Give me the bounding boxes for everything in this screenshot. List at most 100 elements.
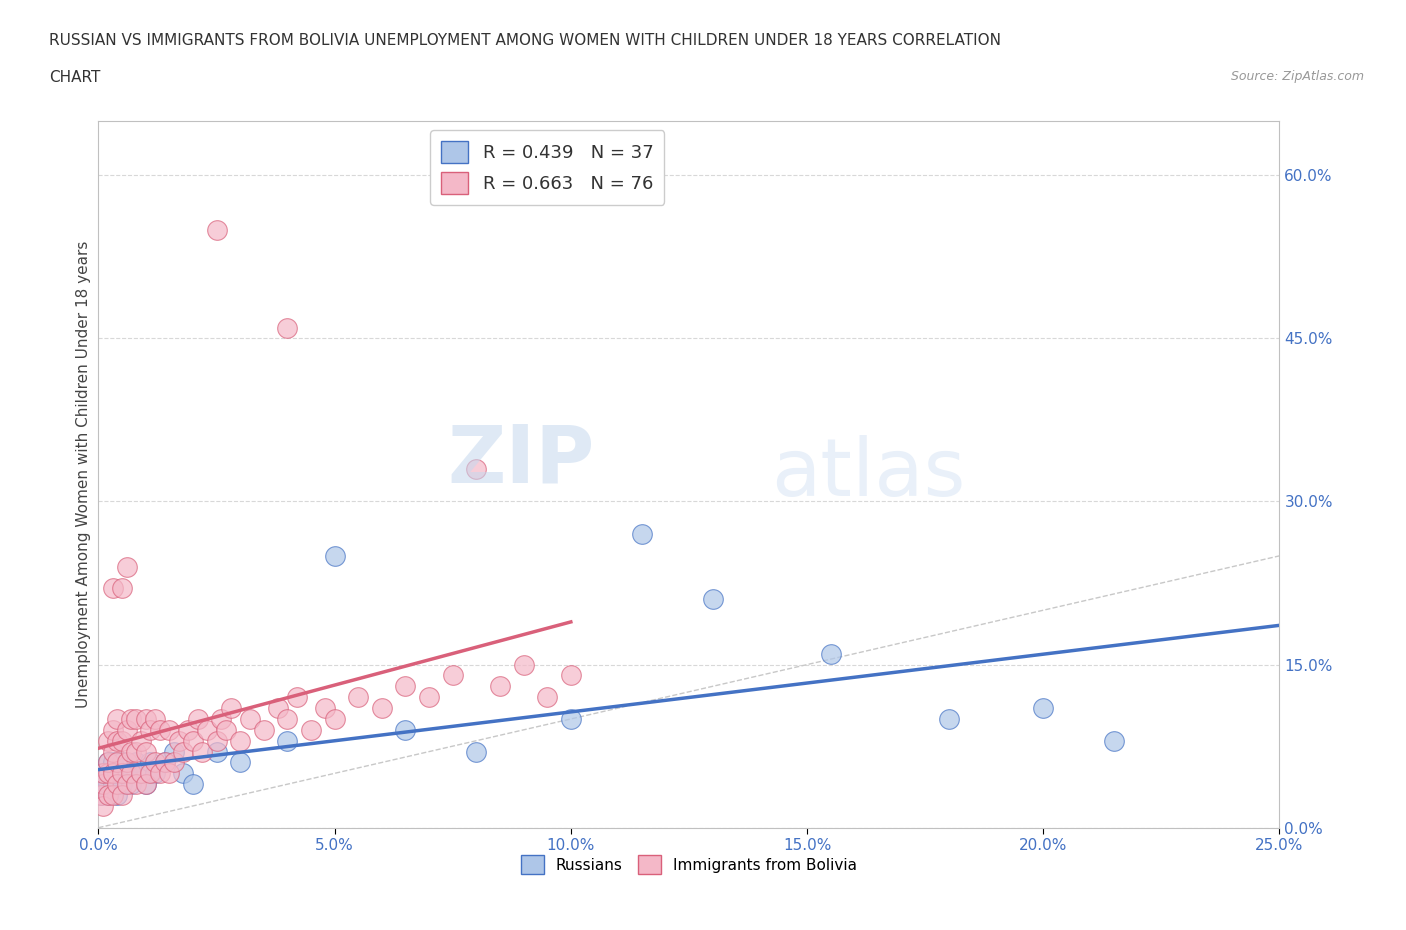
Point <box>267 700 290 715</box>
Point <box>239 711 262 726</box>
Point <box>153 755 176 770</box>
Point <box>121 744 143 759</box>
Point <box>177 723 200 737</box>
Point <box>139 755 162 770</box>
Point <box>91 777 114 791</box>
Point <box>125 755 148 770</box>
Point <box>215 723 238 737</box>
Point <box>105 755 128 770</box>
Point <box>115 777 138 791</box>
Point <box>129 766 152 781</box>
Point <box>172 744 194 759</box>
Point <box>347 690 370 705</box>
Point <box>195 723 218 737</box>
Point <box>172 766 194 781</box>
Point <box>143 755 166 770</box>
Point <box>125 711 148 726</box>
Point <box>205 744 228 759</box>
Text: CHART: CHART <box>49 70 101 85</box>
Point <box>135 777 157 791</box>
Point <box>181 777 204 791</box>
Point <box>253 723 276 737</box>
Point <box>205 222 228 237</box>
Point <box>205 733 228 748</box>
Legend: Russians, Immigrants from Bolivia: Russians, Immigrants from Bolivia <box>515 849 863 880</box>
Point <box>536 690 558 705</box>
Point <box>1032 700 1054 715</box>
Point <box>938 711 960 726</box>
Point <box>299 723 322 737</box>
Point <box>105 788 128 803</box>
Point <box>209 711 232 726</box>
Point <box>276 320 298 335</box>
Point <box>394 679 416 694</box>
Point <box>394 723 416 737</box>
Text: atlas: atlas <box>772 435 966 513</box>
Point <box>702 591 724 606</box>
Point <box>101 788 124 803</box>
Point <box>115 559 138 574</box>
Point <box>139 723 162 737</box>
Point <box>97 766 120 781</box>
Point <box>105 777 128 791</box>
Point <box>512 658 534 672</box>
Point <box>219 700 242 715</box>
Point <box>90 788 112 803</box>
Point <box>125 777 148 791</box>
Point <box>153 755 176 770</box>
Text: ZIP: ZIP <box>447 421 595 499</box>
Point <box>820 646 842 661</box>
Point <box>97 755 120 770</box>
Point <box>143 766 166 781</box>
Point <box>191 744 214 759</box>
Point <box>101 755 124 770</box>
Point <box>111 733 134 748</box>
Point <box>101 744 124 759</box>
Point <box>97 733 120 748</box>
Point <box>441 668 464 683</box>
Point <box>111 755 134 770</box>
Point <box>1102 733 1125 748</box>
Point <box>465 461 488 476</box>
Point <box>97 788 120 803</box>
Point <box>229 755 252 770</box>
Point <box>129 733 152 748</box>
Point <box>157 723 180 737</box>
Point <box>115 723 138 737</box>
Point <box>111 581 134 596</box>
Point <box>91 766 114 781</box>
Point <box>101 766 124 781</box>
Point <box>560 711 582 726</box>
Point <box>105 711 128 726</box>
Point <box>418 690 440 705</box>
Point <box>101 777 124 791</box>
Point <box>157 766 180 781</box>
Point <box>115 766 138 781</box>
Point <box>371 700 394 715</box>
Point <box>121 766 143 781</box>
Point <box>90 788 112 803</box>
Point <box>91 799 114 814</box>
Point <box>111 788 134 803</box>
Point <box>149 766 172 781</box>
Point <box>139 766 162 781</box>
Point <box>101 766 124 781</box>
Point <box>97 755 120 770</box>
Point <box>560 668 582 683</box>
Point <box>323 711 346 726</box>
Text: RUSSIAN VS IMMIGRANTS FROM BOLIVIA UNEMPLOYMENT AMONG WOMEN WITH CHILDREN UNDER : RUSSIAN VS IMMIGRANTS FROM BOLIVIA UNEMP… <box>49 33 1001 47</box>
Point <box>135 777 157 791</box>
Point <box>465 744 488 759</box>
Point <box>285 690 308 705</box>
Point <box>101 581 124 596</box>
Point <box>105 733 128 748</box>
Point <box>229 733 252 748</box>
Point <box>135 711 157 726</box>
Point <box>163 755 186 770</box>
Point <box>163 744 186 759</box>
Point <box>91 777 114 791</box>
Point <box>101 723 124 737</box>
Text: Source: ZipAtlas.com: Source: ZipAtlas.com <box>1230 70 1364 83</box>
Point <box>276 711 298 726</box>
Point <box>121 711 143 726</box>
